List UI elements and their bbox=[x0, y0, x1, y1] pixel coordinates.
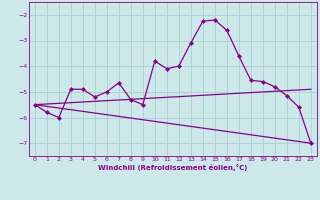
X-axis label: Windchill (Refroidissement éolien,°C): Windchill (Refroidissement éolien,°C) bbox=[98, 164, 247, 171]
